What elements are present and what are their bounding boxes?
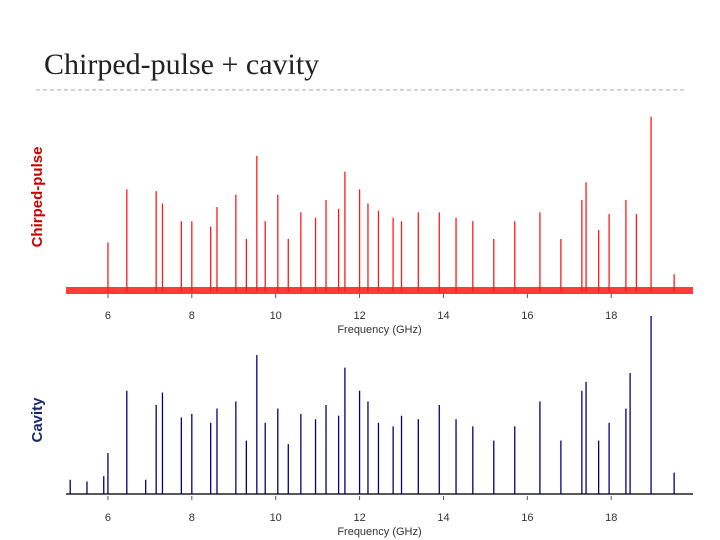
slide-title: Chirped-pulse + cavity — [44, 48, 319, 81]
x-tick-label: 16 — [521, 512, 533, 524]
x-tick-label: 18 — [605, 310, 617, 322]
x-tick-label: 18 — [605, 512, 617, 524]
x-axis-label: Frequency (GHz) — [337, 324, 421, 336]
x-tick-label: 10 — [270, 310, 282, 322]
x-tick-label: 8 — [189, 310, 195, 322]
x-tick-label: 12 — [353, 512, 365, 524]
x-tick-label: 8 — [189, 512, 195, 524]
x-tick-label: 6 — [105, 310, 111, 322]
x-tick-label: 16 — [521, 310, 533, 322]
y-axis-label: Cavity — [29, 397, 46, 443]
x-tick-label: 14 — [437, 512, 449, 524]
y-axis-label: Chirped-pulse — [29, 147, 46, 248]
x-tick-label: 12 — [353, 310, 365, 322]
x-tick-label: 6 — [105, 512, 111, 524]
x-axis-label: Frequency (GHz) — [337, 526, 421, 538]
baseline-noise — [66, 287, 693, 294]
x-tick-label: 14 — [437, 310, 449, 322]
x-tick-label: 10 — [270, 512, 282, 524]
